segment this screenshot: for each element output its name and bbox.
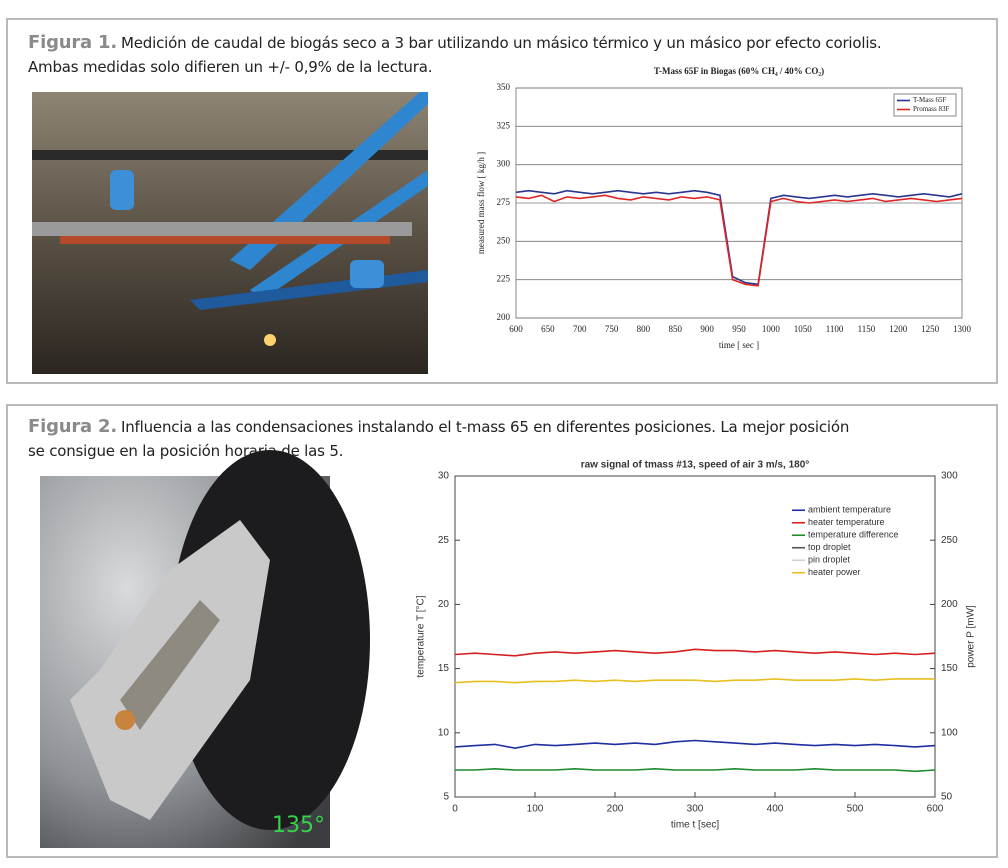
legend-label: T-Mass 65F	[913, 96, 946, 104]
x-axis-label: time t [sec]	[671, 820, 720, 831]
legend-label: heater temperature	[808, 517, 885, 527]
y-tick-label: 30	[438, 471, 450, 482]
y-tick-label: 325	[497, 120, 511, 130]
x-tick-label: 850	[669, 324, 683, 334]
figure-panel	[6, 404, 998, 858]
x-tick-label: 750	[605, 324, 619, 334]
plot-area	[454, 475, 936, 798]
caption-text: Medición de caudal de biogás seco a 3 ba…	[121, 34, 882, 52]
x-tick-label: 950	[732, 324, 746, 334]
series-line	[515, 194, 963, 287]
x-axis-label: time [ sec ]	[719, 340, 759, 350]
chart-title: raw signal of tmass #13, speed of air 3 …	[581, 460, 810, 471]
x-tick-label: 1200	[889, 324, 908, 334]
photo	[40, 450, 370, 848]
series-line	[454, 678, 935, 684]
x-tick-label: 700	[573, 324, 587, 334]
x-tick-label: 0	[452, 804, 458, 815]
y2-tick-label: 300	[941, 471, 958, 482]
y-tick-label: 10	[438, 727, 450, 738]
x-tick-label: 1000	[762, 324, 781, 334]
x-tick-label: 650	[541, 324, 555, 334]
caption-label: Figura 1.	[28, 32, 118, 53]
y-axis-label: temperature T [°C]	[416, 595, 427, 677]
y-tick-label: 20	[438, 599, 450, 610]
y2-axis-label: power P [mW]	[966, 605, 977, 668]
y-tick-label: 225	[497, 274, 511, 284]
y-tick-label: 15	[438, 663, 450, 674]
x-tick-label: 600	[509, 324, 523, 334]
y-tick-label: 275	[497, 197, 511, 207]
legend-label: top droplet	[808, 542, 851, 552]
chart-title: T-Mass 65F in Biogas (60% CH₄ / 40% CO₂)	[654, 66, 824, 76]
x-tick-label: 800	[637, 324, 651, 334]
caption-label: Figura 2.	[28, 416, 118, 437]
series-line	[454, 739, 936, 750]
photo	[32, 92, 428, 374]
figure-panel	[6, 18, 998, 384]
y2-tick-label: 250	[941, 535, 958, 546]
x-tick-label: 1250	[921, 324, 940, 334]
y-axis-label: measured mass flow [ kg/h ]	[476, 152, 486, 254]
legend-label: pin droplet	[808, 555, 851, 565]
caption: Figura 1. Medición de caudal de biogás se…	[28, 32, 882, 53]
x-tick-label: 600	[927, 804, 944, 815]
x-tick-label: 1050	[794, 324, 813, 334]
x-tick-label: 400	[767, 804, 784, 815]
x-tick-label: 300	[687, 804, 704, 815]
x-tick-label: 100	[527, 804, 544, 815]
legend-label: temperature difference	[808, 530, 898, 540]
series-line	[455, 767, 936, 773]
y-tick-label: 250	[497, 235, 511, 245]
series-line	[454, 648, 936, 657]
y-tick-label: 5	[443, 792, 449, 803]
x-tick-label: 200	[607, 804, 624, 815]
legend-box	[893, 93, 957, 117]
y-tick-label: 200	[497, 312, 511, 322]
y-tick-label: 300	[497, 159, 511, 169]
x-tick-label: 1150	[858, 324, 876, 334]
legend-label: ambient temperature	[808, 505, 891, 515]
legend-label: heater power	[808, 567, 861, 577]
series-line	[515, 189, 963, 286]
chart: T-Mass 65F in Biogas (60% CH₄ / 40% CO₂)…	[476, 66, 971, 350]
x-tick-label: 1300	[953, 324, 972, 334]
x-tick-label: 1100	[826, 324, 844, 334]
caption-text: Ambas medidas solo difieren un +/- 0,9% …	[28, 58, 433, 76]
y2-tick-label: 50	[941, 792, 953, 803]
y-tick-label: 350	[497, 82, 511, 92]
x-tick-label: 900	[700, 324, 714, 334]
caption-text: Influencia a las condensaciones instalan…	[121, 418, 850, 436]
y-tick-label: 25	[438, 535, 450, 546]
legend-label: Promass 83F	[913, 105, 949, 113]
y2-tick-label: 100	[941, 727, 958, 738]
photo-label: 135°	[272, 813, 325, 838]
y2-tick-label: 150	[941, 663, 958, 674]
chart: raw signal of tmass #13, speed of air 3 …	[416, 460, 977, 831]
y2-tick-label: 200	[941, 599, 958, 610]
x-tick-label: 500	[847, 804, 864, 815]
caption: Figura 2. Influencia a las condensaciones…	[28, 416, 849, 437]
